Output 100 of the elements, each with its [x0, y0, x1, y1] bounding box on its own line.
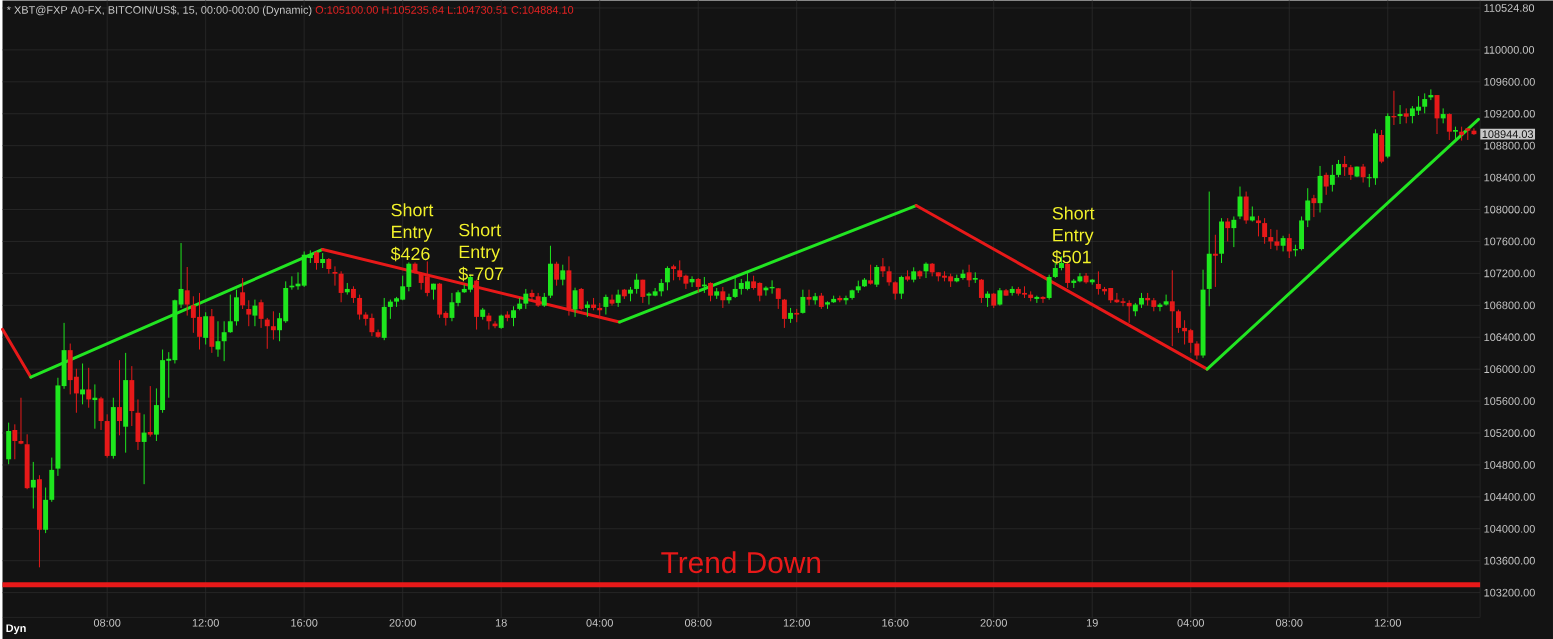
candlestick — [92, 383, 98, 430]
y-tick-label: 103600.00 — [1484, 556, 1535, 565]
candlestick — [1311, 194, 1317, 218]
candlestick — [221, 320, 227, 362]
annotation: Short Entry $-707 — [458, 223, 504, 281]
candlestick — [86, 367, 92, 409]
y-tick-label: 106400.00 — [1484, 333, 1535, 341]
candlestick — [1083, 272, 1089, 284]
x-tick-label: 08:00 — [1275, 618, 1303, 627]
text: Dyn — [6, 624, 26, 634]
candlestick — [1231, 215, 1237, 248]
candlestick — [240, 277, 246, 310]
x-tick-label: 20:00 — [389, 618, 416, 627]
candlestick — [1095, 270, 1101, 295]
y-tick-label: 108400.00 — [1484, 173, 1535, 182]
y-tick-label: 106000.00 — [1484, 365, 1535, 373]
candlestick — [1256, 215, 1261, 237]
candlestick — [511, 305, 516, 327]
candlestick — [1274, 229, 1280, 251]
x-tick-label: 12:00 — [783, 618, 810, 627]
candlestick — [1360, 163, 1366, 183]
candlestick — [578, 287, 584, 311]
candlestick — [1342, 155, 1348, 177]
candlestick — [523, 288, 529, 310]
candlestick — [886, 265, 892, 286]
candlestick — [892, 280, 898, 300]
candlestick — [646, 291, 652, 305]
candlestick — [332, 265, 338, 286]
x-tick-label: 08:00 — [684, 618, 712, 627]
candlestick — [18, 397, 24, 445]
candlestick — [880, 257, 886, 278]
candlestick — [1194, 340, 1200, 360]
candlestick — [227, 293, 233, 334]
candlestick — [1422, 92, 1428, 114]
y-tick-label: 109600.00 — [1484, 77, 1535, 86]
candlestick — [572, 286, 578, 318]
candlestick — [874, 264, 880, 288]
candlestick — [1243, 190, 1249, 225]
candlestick — [708, 281, 713, 302]
candlestick — [252, 298, 258, 327]
y-tick-label: 107200.00 — [1484, 269, 1535, 278]
y-tick-label: 103200.00 — [1484, 588, 1535, 597]
candlestick — [234, 288, 239, 326]
x-tick-label: 16:00 — [291, 618, 318, 627]
candlestick — [338, 270, 344, 303]
candlestick — [357, 293, 363, 320]
candlestick — [1046, 273, 1052, 300]
candlestick — [1428, 88, 1434, 101]
candlestick — [1262, 217, 1268, 245]
candlestick — [1163, 293, 1169, 306]
candlestick — [554, 261, 560, 286]
y-tick-label: 104400.00 — [1484, 492, 1535, 501]
y-tick-label: 110524.80 — [1484, 3, 1535, 12]
chart-subtitle: O:105100.00 H:105235.64 L:104730.51 C:104884.10 — [315, 5, 574, 14]
candlestick — [1169, 269, 1175, 347]
candlestick — [800, 288, 806, 314]
y-tick-label: 104800.00 — [1484, 460, 1535, 469]
chart-title: * XBT@FXP A0-FX, BITCOIN/US$, 15, 00:00-00:00 (Dynamic) — [6, 5, 312, 16]
candlestick — [147, 385, 153, 437]
x-tick-label: 20:00 — [980, 618, 1007, 627]
candlestick — [868, 264, 874, 285]
y-tick-label: 107600.00 — [1484, 237, 1535, 246]
candlestick — [203, 311, 209, 345]
candlestick — [960, 269, 966, 281]
candlestick — [1175, 308, 1181, 334]
y-tick-label: 106800.00 — [1484, 301, 1535, 310]
candlestick — [1397, 104, 1403, 125]
candlestick — [80, 362, 86, 405]
candlestick — [806, 288, 812, 306]
candlestick — [781, 298, 787, 329]
candlestick — [264, 317, 270, 350]
y-tick-label: 108000.00 — [1484, 205, 1535, 214]
candlestick — [246, 299, 252, 327]
y-tick-label: 110000.00 — [1484, 45, 1535, 54]
candlestick — [178, 242, 184, 309]
x-tick-label: 08:00 — [93, 618, 121, 627]
candlestick — [141, 413, 147, 485]
candlestick — [1212, 234, 1218, 288]
candlestick — [270, 310, 276, 340]
x-tick-label: 19 — [1086, 618, 1098, 627]
x-tick-label: 18 — [495, 618, 507, 627]
annotation: Short Entry $501 — [1051, 206, 1095, 265]
candlestick — [1446, 112, 1452, 141]
candlestick — [898, 275, 904, 300]
candlestick — [12, 423, 18, 460]
candlestick — [720, 286, 726, 309]
y-tick-label: 109200.00 — [1484, 109, 1535, 118]
candlestick — [1323, 171, 1329, 196]
candlestick — [1286, 233, 1292, 259]
candlestick — [664, 265, 670, 291]
candlestick — [117, 359, 122, 436]
y-tick-label: 105200.00 — [1484, 428, 1535, 437]
candlestick — [732, 275, 738, 299]
candlestick — [634, 273, 640, 294]
y-tick-label: 104000.00 — [1484, 524, 1535, 533]
candlestick — [978, 278, 984, 304]
candlestick — [966, 264, 972, 288]
y-tick-label: 108800.00 — [1484, 141, 1535, 150]
candlestick — [30, 461, 36, 509]
candlestick — [184, 266, 190, 316]
